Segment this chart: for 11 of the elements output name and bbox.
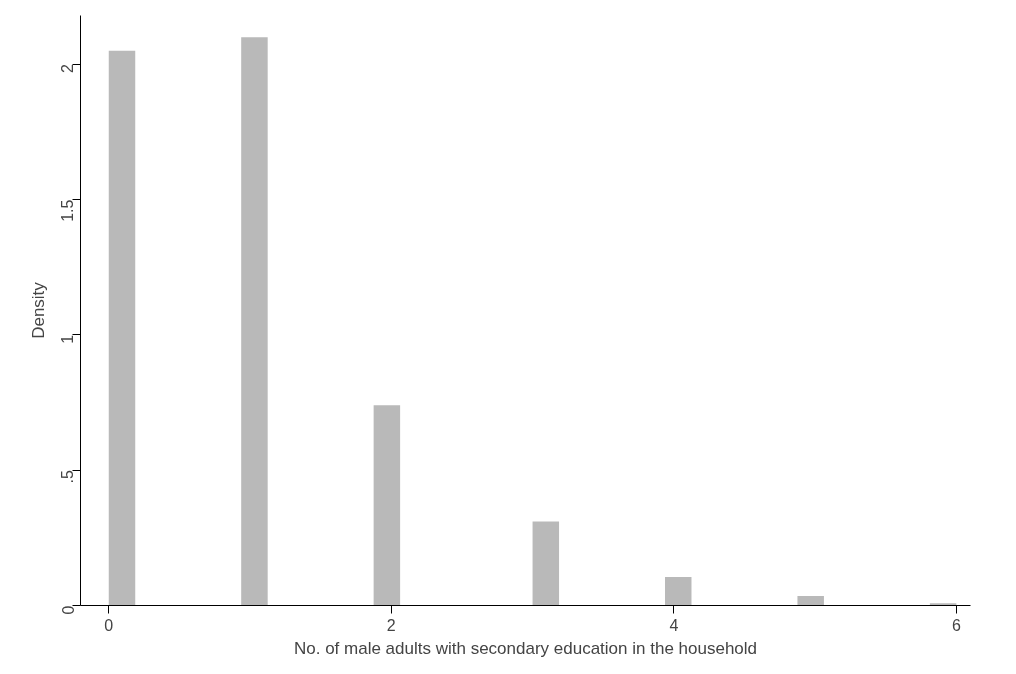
x-tick-label: 4 xyxy=(669,616,679,634)
y-tick-label: 1 xyxy=(59,334,77,344)
y-tick-label: .5 xyxy=(59,470,77,484)
y-tick-label: 0 xyxy=(59,605,77,615)
x-tick-label: 2 xyxy=(386,616,396,634)
y-tick-label: 2 xyxy=(59,64,77,74)
x-axis-title: No. of male adults with secondary education in the household xyxy=(293,638,758,658)
x-tick-label: 6 xyxy=(951,616,961,634)
y-axis-title: Density xyxy=(28,281,48,339)
y-tick-label: 1.5 xyxy=(59,199,77,222)
x-tick-label: 0 xyxy=(104,616,114,634)
